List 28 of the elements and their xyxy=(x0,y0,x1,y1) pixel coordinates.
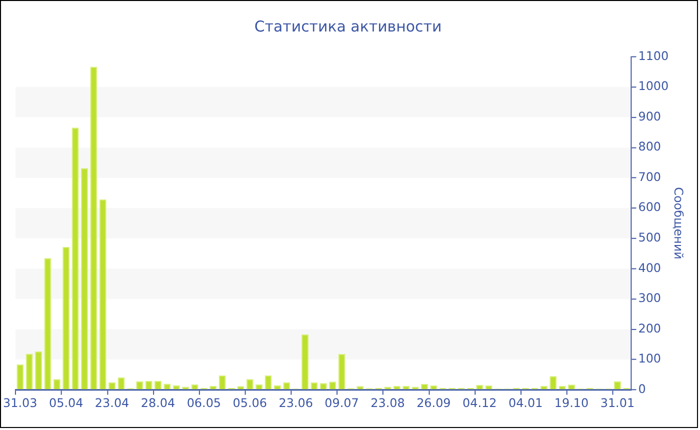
x-tick-label: 06.05 xyxy=(186,396,222,410)
y-tick-label: 500 xyxy=(638,230,662,244)
x-tick-label: 05.04 xyxy=(48,396,84,410)
x-tick-label: 04.01 xyxy=(508,396,543,410)
y-tick-label: 400 xyxy=(638,260,662,275)
x-tick-label: 23.04 xyxy=(94,396,130,410)
y-tick-label: 100 xyxy=(638,352,662,366)
y-axis-title: Сообщений xyxy=(672,187,686,260)
x-tick-label: 28.04 xyxy=(140,396,176,410)
x-tick-label: 05.06 xyxy=(232,396,267,410)
y-tick-label: 700 xyxy=(638,170,662,184)
x-tick-label: 04.12 xyxy=(462,396,497,410)
x-tick-label: 31.01 xyxy=(600,396,635,410)
x-tick-label: 31.03 xyxy=(3,396,38,410)
x-tick-label: 23.08 xyxy=(370,396,405,410)
y-tick-label: 200 xyxy=(638,321,662,336)
x-tick-label: 26.09 xyxy=(416,396,451,410)
y-tick-label: 900 xyxy=(638,109,662,124)
y-tick-label: 300 xyxy=(638,291,662,306)
x-tick-label: 23.06 xyxy=(278,396,313,410)
y-tick-label: 0 xyxy=(638,382,646,396)
y-tick-label: 800 xyxy=(638,140,662,154)
y-tick-label: 1000 xyxy=(638,79,669,94)
y-tick-label: 600 xyxy=(638,200,662,214)
x-tick-label: 19.10 xyxy=(554,396,589,410)
chart-title: Статистика активности xyxy=(254,18,442,36)
x-tick-label: 09.07 xyxy=(324,396,359,410)
y-tick-label: 1100 xyxy=(638,48,669,63)
